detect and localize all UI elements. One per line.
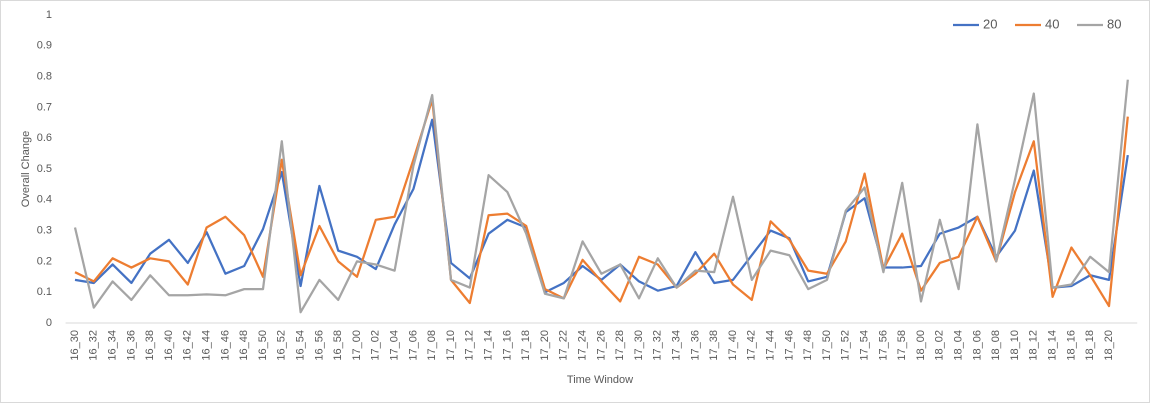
x-tick-label: 16_32 [88, 330, 100, 361]
x-tick-label: 18_04 [953, 330, 965, 361]
x-tick-label: 16_48 [238, 330, 250, 361]
x-tick-label: 17_10 [445, 330, 457, 361]
x-tick-label: 17_58 [896, 330, 908, 361]
x-tick-label: 16_34 [107, 330, 119, 361]
y-tick-label: 0.9 [37, 40, 52, 52]
x-tick-label: 18_12 [1028, 330, 1040, 361]
x-tick-label: 17_16 [501, 330, 513, 361]
x-tick-label: 17_06 [407, 330, 419, 361]
x-tick-label: 17_02 [370, 330, 382, 361]
x-tick-label: 17_52 [840, 330, 852, 361]
series-line [73, 79, 1129, 314]
x-tick-label: 17_14 [483, 330, 495, 361]
x-tick-label: 17_08 [426, 330, 438, 361]
series-line [74, 98, 1129, 308]
y-tick-label: 0 [46, 317, 52, 329]
x-tick-label: 17_48 [802, 330, 814, 361]
x-tick-label: 17_34 [671, 330, 683, 361]
x-tick-label: 17_32 [652, 330, 664, 361]
legend-label: 40 [1045, 16, 1059, 31]
x-tick-label: 16_44 [201, 330, 213, 361]
x-tick-label: 17_40 [727, 330, 739, 361]
x-tick-label: 17_46 [783, 330, 795, 361]
x-axis-label: Time Window [567, 374, 633, 386]
x-tick-label: 17_12 [464, 330, 476, 361]
x-tick-label: 17_50 [821, 330, 833, 361]
x-tick-label: 17_22 [558, 330, 570, 361]
x-tick-label: 16_38 [144, 330, 156, 361]
x-tick-label: 17_18 [520, 330, 532, 361]
x-tick-label: 16_40 [163, 330, 175, 361]
x-tick-label: 16_36 [125, 330, 137, 361]
x-tick-label: 17_26 [595, 330, 607, 361]
x-tick-label: 17_54 [859, 330, 871, 361]
x-tick-label: 16_58 [332, 330, 344, 361]
y-tick-label: 0.3 [37, 225, 52, 237]
y-tick-label: 1 [46, 9, 52, 21]
x-tick-label: 17_38 [708, 330, 720, 361]
x-tick-label: 18_14 [1047, 330, 1059, 361]
x-tick-label: 16_42 [182, 330, 194, 361]
y-tick-label: 0.1 [37, 286, 52, 298]
y-tick-label: 0.8 [37, 71, 52, 83]
x-tick-label: 18_10 [1009, 330, 1021, 361]
x-tick-label: 17_56 [877, 330, 889, 361]
x-tick-label: 17_28 [614, 330, 626, 361]
y-tick-label: 0.7 [37, 101, 52, 113]
x-tick-label: 18_02 [934, 330, 946, 361]
x-tick-label: 18_00 [915, 330, 927, 361]
x-tick-label: 16_46 [219, 330, 231, 361]
x-tick-label: 17_42 [746, 330, 758, 361]
x-tick-label: 16_30 [69, 330, 81, 361]
x-tick-label: 18_18 [1084, 330, 1096, 361]
x-tick-label: 17_00 [351, 330, 363, 361]
x-tick-label: 18_06 [971, 330, 983, 361]
x-tick-label: 18_20 [1103, 330, 1115, 361]
x-tick-label: 16_54 [295, 330, 307, 361]
y-tick-label: 0.4 [37, 194, 52, 206]
x-tick-label: 17_44 [765, 330, 777, 361]
x-tick-label: 18_08 [990, 330, 1002, 361]
y-tick-label: 0.6 [37, 132, 52, 144]
legend-label: 80 [1107, 16, 1121, 31]
y-tick-label: 0.5 [37, 163, 52, 175]
y-tick-label: 0.2 [37, 255, 52, 267]
x-tick-label: 17_30 [633, 330, 645, 361]
x-tick-label: 17_04 [389, 330, 401, 361]
x-tick-label: 17_24 [577, 330, 589, 361]
x-tick-label: 17_20 [539, 330, 551, 361]
x-tick-label: 16_56 [313, 330, 325, 361]
x-tick-label: 17_36 [689, 330, 701, 361]
x-tick-label: 16_50 [257, 330, 269, 361]
x-tick-label: 16_52 [276, 330, 288, 361]
y-axis-label: Overall Change [20, 131, 32, 207]
legend-label: 20 [983, 16, 997, 31]
x-tick-label: 18_16 [1065, 330, 1077, 361]
